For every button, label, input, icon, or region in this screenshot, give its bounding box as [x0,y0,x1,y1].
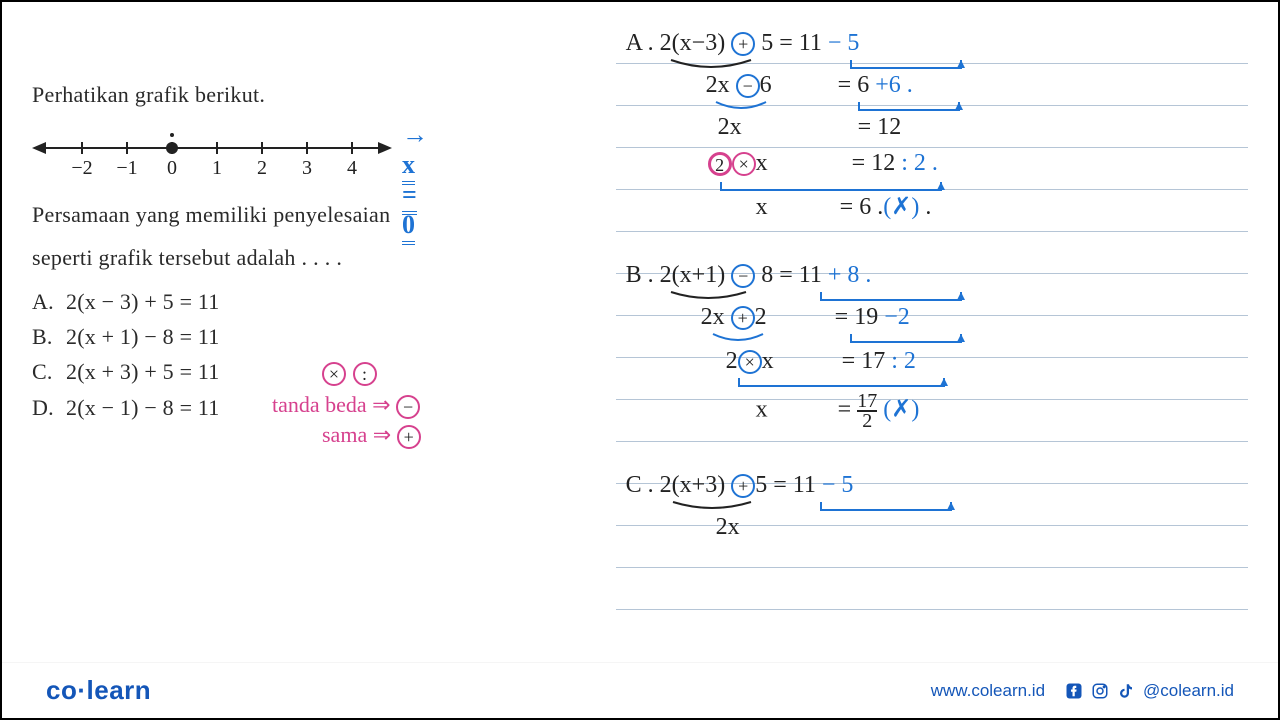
pink-note-2: sama ⇒ + [322,422,421,449]
svg-text:2: 2 [257,157,267,179]
work-a-l1: A . 2(x−3) + 5 = 11 − 5 [626,30,860,57]
bracket-icon [668,500,756,514]
tiktok-icon [1117,682,1135,700]
option-a: A.2(x − 3) + 5 = 11 [32,284,596,319]
work-a-l3: 2x = 12 [718,114,902,141]
footer-handle: @colearn.id [1143,681,1234,701]
question-line-2: seperti grafik tersebut adalah . . . . [32,241,596,274]
logo-dot: · [77,675,86,705]
svg-text:1: 1 [212,157,222,179]
svg-text:3: 3 [302,157,312,179]
footer-right: www.colearn.id @colearn.id [931,681,1234,701]
bracket-icon [711,100,771,114]
footer-url: www.colearn.id [931,681,1045,701]
work-b-l2: 2x +2 = 19 −2 [701,304,910,331]
work-a-l5: x= 6 .(✗) . [756,192,932,221]
number-line: −2 −1 0 1 2 3 4 → x = 0 [32,126,392,186]
svg-text:−1: −1 [116,157,137,179]
bracket-icon [708,332,768,346]
option-b: B.2(x + 1) − 8 = 11 [32,319,596,354]
instagram-icon [1091,682,1109,700]
bracket-icon [816,500,956,518]
logo-part-a: co [46,675,77,705]
work-b-l4: x= 172 (✗) [756,392,920,430]
work-a-l2: 2x −6 = 6 +6 . [706,72,913,99]
problem-title: Perhatikan grafik berikut. [32,82,596,108]
pink-symbols: × : [322,357,377,387]
work-c-l2: 2x [716,514,740,541]
work-b-l1: B . 2(x+1) − 8 = 11 + 8 . [626,262,872,289]
footer: co·learn www.colearn.id @colearn.id [2,662,1278,718]
work-c-l1: C . 2(x+3) +5 = 11 − 5 [626,472,854,499]
work-b-l3: 2×x = 17 : 2 [726,348,916,375]
svg-text:−2: −2 [71,157,92,179]
svg-text:0: 0 [167,157,177,179]
logo: co·learn [46,675,151,706]
svg-text:4: 4 [347,157,357,179]
work-a-l4: 2×x = 12 : 2 . [708,150,938,177]
logo-part-b: learn [87,675,152,705]
facebook-icon [1065,682,1083,700]
solution-annotation: → x = 0 [402,120,428,240]
social-icons: @colearn.id [1065,681,1234,701]
option-c: C.2(x + 3) + 5 = 11 [32,354,596,389]
pink-note-1: tanda beda ⇒ − [272,392,420,419]
problem-panel: Perhatikan grafik berikut. −2 − [32,22,616,642]
question-line-1: Persamaan yang memiliki penyelesaian [32,198,596,231]
work-panel: A . 2(x−3) + 5 = 11 − 5 2x −6 = 6 +6 . 2… [616,22,1248,642]
bracket-icon [666,290,751,304]
